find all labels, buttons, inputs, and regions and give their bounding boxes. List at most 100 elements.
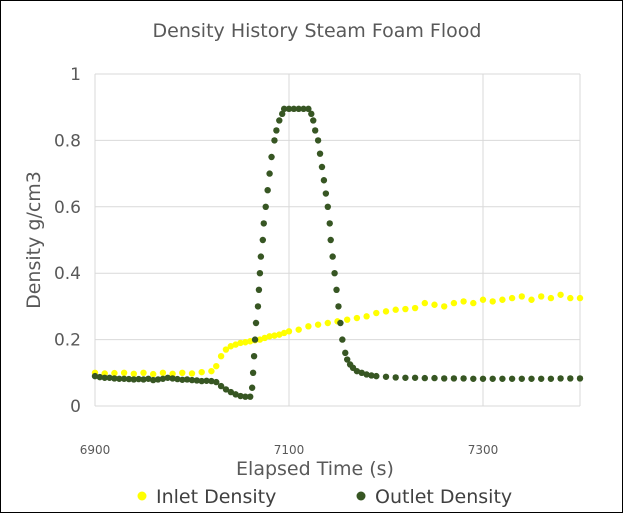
outlet-density-point <box>203 377 210 384</box>
outlet-density-point <box>310 117 317 124</box>
outlet-density-point <box>322 190 330 197</box>
legend-marker-inlet <box>137 491 147 501</box>
outlet-density-point <box>290 105 298 113</box>
outlet-density-point <box>538 375 545 382</box>
inlet-density-point <box>470 299 477 307</box>
outlet-density-point <box>193 377 201 384</box>
inlet-density-point <box>508 294 516 302</box>
inlet-density-point <box>256 336 264 343</box>
outlet-density-point <box>489 375 496 382</box>
inlet-density-point <box>213 362 220 370</box>
inlet-density-point <box>353 314 361 322</box>
outlet-density-point <box>183 376 191 383</box>
inlet-density-point <box>460 298 467 305</box>
outlet-density-point <box>140 376 147 383</box>
outlet-density-point <box>358 369 365 376</box>
inlet-density-point <box>242 339 249 346</box>
outlet-density-point <box>460 375 467 382</box>
y-tick-label: 0.6 <box>54 198 81 218</box>
outlet-density-point <box>353 367 361 375</box>
inlet-density-point <box>130 370 137 377</box>
outlet-density-point <box>280 105 288 113</box>
series-inlet-density <box>91 291 584 378</box>
outlet-density-point <box>382 373 390 380</box>
outlet-density-point <box>567 375 574 382</box>
outlet-density-point <box>145 375 152 382</box>
outlet-density-point <box>316 150 324 157</box>
outlet-density-point <box>327 236 334 244</box>
inlet-density-point <box>305 323 312 330</box>
legend: Inlet Density Outlet Density <box>137 486 512 508</box>
outlet-density-point <box>326 220 333 227</box>
outlet-density-point <box>342 349 349 357</box>
inlet-density-point <box>382 308 390 315</box>
outlet-density-point <box>311 127 319 134</box>
inlet-density-point <box>518 293 525 300</box>
outlet-density-point <box>164 374 171 381</box>
gridlines <box>94 73 581 407</box>
inlet-density-point <box>363 313 370 320</box>
x-tick-label: 7300 <box>468 443 499 457</box>
outlet-density-point <box>337 319 344 327</box>
outlet-density-point <box>314 137 322 144</box>
inlet-density-point <box>266 333 273 340</box>
outlet-density-point <box>125 375 133 383</box>
outlet-density-point <box>135 375 142 383</box>
x-tick-label: 7100 <box>274 443 305 457</box>
inlet-density-point <box>280 329 288 337</box>
outlet-density-point <box>91 372 99 380</box>
x-axis-ticks: 6900 7100 7300 <box>80 443 499 457</box>
x-tick-label: 6900 <box>80 443 111 457</box>
outlet-density-point <box>318 163 326 171</box>
inlet-density-point <box>421 299 428 307</box>
outlet-density-point <box>339 336 346 343</box>
outlet-density-point <box>431 374 438 382</box>
inlet-density-point <box>159 369 167 376</box>
outlet-density-point <box>329 253 336 260</box>
inlet-density-point <box>402 305 409 313</box>
outlet-density-point <box>576 375 584 382</box>
outlet-density-point <box>335 303 342 310</box>
outlet-density-point <box>257 253 265 260</box>
outlet-density-point <box>150 376 157 384</box>
inlet-density-point <box>576 294 584 302</box>
inlet-density-point <box>285 328 293 335</box>
outlet-density-point <box>368 372 375 379</box>
inlet-density-point <box>324 319 331 327</box>
outlet-density-point <box>251 336 259 343</box>
outlet-density-point <box>333 286 340 293</box>
outlet-density-point <box>528 375 535 382</box>
inlet-density-point <box>271 332 278 339</box>
y-axis-ticks: 0 0.2 0.4 0.6 0.8 1 <box>54 65 81 417</box>
outlet-density-point <box>179 376 186 383</box>
inlet-density-point <box>314 321 322 328</box>
inlet-density-point <box>441 303 448 310</box>
outlet-density-point <box>276 117 283 124</box>
inlet-density-point <box>261 334 268 342</box>
outlet-density-point <box>279 110 286 118</box>
inlet-density-point <box>450 299 458 307</box>
inlet-density-point <box>227 343 234 350</box>
outlet-density-point <box>450 375 458 382</box>
y-tick-label: 0.8 <box>54 131 81 151</box>
outlet-density-point <box>373 372 380 380</box>
inlet-density-point <box>392 306 399 313</box>
outlet-density-point <box>96 373 104 381</box>
outlet-density-point <box>111 375 118 382</box>
outlet-density-point <box>227 388 234 396</box>
outlet-density-point <box>208 377 215 385</box>
inlet-density-point <box>547 294 555 302</box>
outlet-density-point <box>295 105 302 113</box>
inlet-density-point <box>431 301 438 308</box>
outlet-density-point <box>217 382 225 390</box>
inlet-density-point <box>217 353 225 360</box>
outlet-density-point <box>256 270 264 277</box>
inlet-density-point <box>247 338 254 345</box>
outlet-density-point <box>344 356 351 363</box>
outlet-density-point <box>120 375 128 382</box>
legend-label-outlet: Outlet Density <box>375 486 512 508</box>
outlet-density-point <box>213 378 220 386</box>
outlet-density-point <box>252 319 260 327</box>
outlet-density-point <box>249 369 257 376</box>
